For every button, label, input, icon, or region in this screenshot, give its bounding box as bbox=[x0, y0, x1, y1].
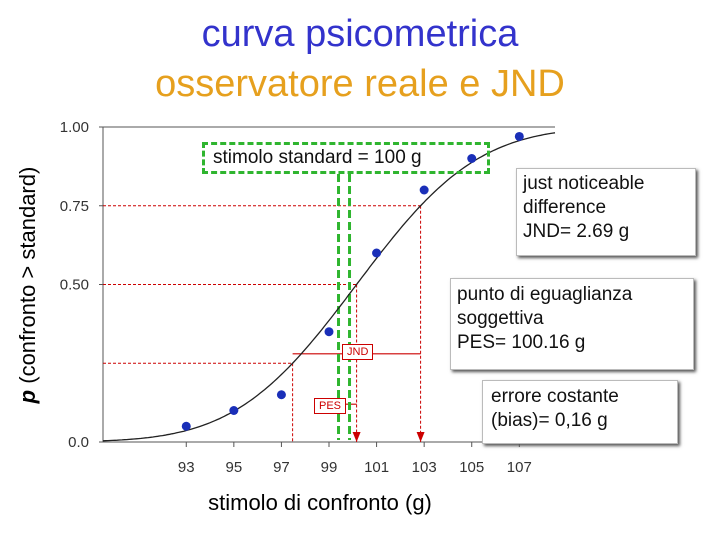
data-point bbox=[181, 421, 191, 431]
pes-annotation-box: punto di eguaglianza soggettiva PES= 100… bbox=[450, 278, 694, 370]
x-tick-label: 101 bbox=[364, 459, 389, 476]
x-tick-label: 95 bbox=[225, 459, 242, 476]
x-axis-label: stimolo di confronto (g) bbox=[208, 490, 432, 515]
data-point bbox=[514, 131, 524, 141]
pes-line-3: PES= 100.16 g bbox=[457, 332, 586, 353]
standard-stimulus-box: stimolo standard = 100 g bbox=[202, 142, 490, 174]
title-line-1: curva psicometrica bbox=[201, 13, 519, 55]
x-tick-label: 93 bbox=[178, 459, 195, 476]
jnd-annotation-box: just noticeable difference JND= 2.69 g bbox=[516, 168, 696, 256]
jnd-tag: JND bbox=[342, 344, 374, 360]
x-tick-label: 99 bbox=[321, 459, 338, 476]
pes-line-2: soggettiva bbox=[457, 308, 544, 329]
y-tick-label: 0.75 bbox=[60, 198, 89, 215]
pes-line-1: punto di eguaglianza bbox=[457, 284, 633, 305]
jnd-arrowhead bbox=[416, 432, 425, 442]
fitted-curve bbox=[102, 132, 556, 442]
y-tick-label: 1.00 bbox=[60, 119, 89, 136]
x-tick-label: 103 bbox=[412, 459, 437, 476]
x-tick-label: 105 bbox=[459, 459, 484, 476]
bias-annotation-box: errore costante (bias)= 0,16 g bbox=[482, 380, 678, 444]
pes-tag: PES bbox=[314, 398, 347, 414]
x-tick-label: 97 bbox=[273, 459, 290, 476]
data-point bbox=[467, 154, 477, 163]
data-point bbox=[324, 327, 334, 337]
jnd-line-3: JND= 2.69 g bbox=[523, 221, 630, 242]
jnd-line-1: just noticeable bbox=[523, 173, 645, 194]
y-tick-label: 0.50 bbox=[60, 277, 89, 294]
jnd-line-2: difference bbox=[523, 197, 607, 218]
pes-arrowhead bbox=[352, 432, 361, 442]
y-tick-label: 0.0 bbox=[68, 434, 89, 451]
data-point bbox=[276, 390, 286, 400]
title-line-2: osservatore reale e JND bbox=[155, 63, 565, 105]
data-point bbox=[419, 185, 429, 195]
data-point bbox=[372, 248, 382, 258]
x-tick-label: 107 bbox=[507, 459, 532, 476]
bias-line-1: errore costante bbox=[491, 386, 619, 407]
bias-line-2: (bias)= 0,16 g bbox=[491, 410, 608, 431]
data-point bbox=[229, 406, 239, 415]
